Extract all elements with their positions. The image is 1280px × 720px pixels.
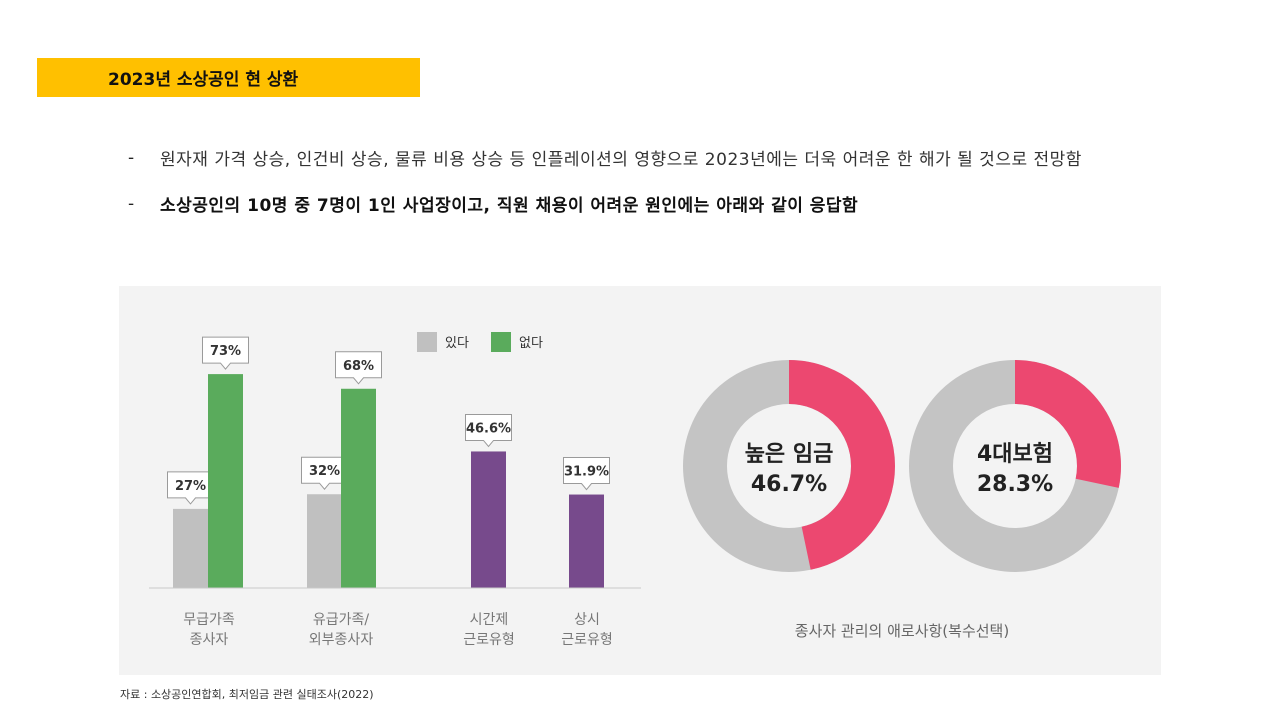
donut-value: 28.3% bbox=[977, 472, 1053, 497]
bar bbox=[471, 451, 506, 588]
legend-swatch bbox=[417, 332, 437, 352]
bullet-text: 소상공인의 10명 중 7명이 1인 사업장이고, 직원 채용이 어려운 원인에… bbox=[160, 196, 859, 216]
data-label: 27% bbox=[175, 479, 206, 494]
data-label: 46.6% bbox=[466, 421, 511, 436]
bullet-dash: - bbox=[128, 194, 135, 214]
legend-label: 있다 bbox=[445, 336, 469, 351]
data-label-box bbox=[465, 413, 512, 448]
legend-label: 없다 bbox=[519, 336, 543, 351]
bullet-item: - 원자재 가격 상승, 인건비 상승, 물류 비용 상승 등 인플레이션의 영… bbox=[128, 143, 1138, 177]
legend-swatch bbox=[491, 332, 511, 352]
x-tick-label: 무급가족 bbox=[183, 612, 235, 628]
data-label: 31.9% bbox=[564, 465, 609, 480]
bullet-list: - 원자재 가격 상승, 인건비 상승, 물류 비용 상승 등 인플레이션의 영… bbox=[128, 143, 1138, 235]
data-label-box bbox=[335, 351, 382, 385]
donut-value: 46.7% bbox=[751, 472, 827, 497]
x-tick-label: 근로유형 bbox=[463, 632, 515, 648]
x-tick-label: 근로유형 bbox=[561, 632, 613, 648]
x-tick-label: 종사자 bbox=[190, 632, 229, 648]
x-tick-label: 상시 bbox=[574, 612, 600, 628]
bar bbox=[341, 388, 376, 588]
data-label: 73% bbox=[210, 344, 241, 359]
data-label-box bbox=[563, 457, 610, 491]
x-tick-label: 유급가족/ bbox=[313, 612, 370, 628]
bar bbox=[173, 508, 208, 588]
source-note: 자료 : 소상공인연합회, 최저임금 관련 실태조사(2022) bbox=[120, 688, 374, 701]
donut-label: 높은 임금 bbox=[745, 442, 834, 467]
bullet-text: 원자재 가격 상승, 인건비 상승, 물류 비용 상승 등 인플레이션의 영향으… bbox=[160, 150, 1082, 170]
bar bbox=[208, 374, 243, 588]
data-label: 32% bbox=[309, 464, 340, 479]
x-tick-label: 외부종사자 bbox=[309, 632, 374, 648]
slide-title: 2023년 소상공인 현 상환 bbox=[37, 58, 420, 97]
x-tick-label: 시간제 bbox=[470, 612, 509, 628]
donut-highlight-arc bbox=[683, 360, 895, 572]
donut-highlight-arc bbox=[909, 360, 1121, 572]
bullet-item: - 소상공인의 10명 중 7명이 1인 사업장이고, 직원 채용이 어려운 원… bbox=[128, 189, 1138, 223]
donut-label: 4대보험 bbox=[977, 441, 1053, 467]
bar bbox=[569, 494, 604, 588]
bullet-dash: - bbox=[128, 148, 135, 168]
data-label: 68% bbox=[343, 359, 374, 374]
bar bbox=[307, 494, 342, 588]
donut-caption: 종사자 관리의 애로사항(복수선택) bbox=[795, 622, 1009, 640]
data-label-box bbox=[202, 336, 249, 370]
